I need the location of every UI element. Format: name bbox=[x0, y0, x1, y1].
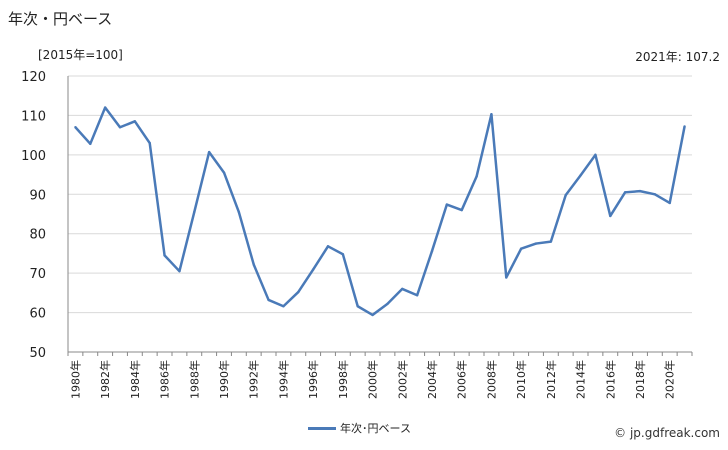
data-point bbox=[386, 302, 389, 306]
data-point bbox=[594, 153, 597, 157]
series-line bbox=[74, 106, 686, 317]
data-point bbox=[282, 305, 285, 308]
data-point bbox=[267, 298, 270, 302]
data-point bbox=[638, 189, 642, 193]
x-tick-label: 1980年 bbox=[68, 360, 82, 399]
data-point bbox=[460, 208, 463, 212]
data-point bbox=[222, 171, 226, 174]
y-tick-label: 80 bbox=[29, 228, 46, 243]
data-point bbox=[356, 305, 359, 308]
data-point bbox=[297, 290, 300, 294]
x-tick-label: 1994年 bbox=[276, 360, 290, 399]
data-point bbox=[193, 210, 196, 214]
x-tick-label: 2016年 bbox=[603, 360, 617, 399]
y-tick-label: 120 bbox=[21, 70, 46, 85]
data-point bbox=[609, 214, 612, 218]
data-point bbox=[519, 247, 523, 250]
y-tick-label: 50 bbox=[29, 346, 46, 361]
data-point bbox=[623, 191, 627, 194]
y-tick-label: 110 bbox=[21, 109, 46, 124]
x-tick-label: 1998年 bbox=[336, 360, 350, 399]
x-tick-label: 2012年 bbox=[544, 360, 558, 399]
data-point bbox=[668, 201, 671, 205]
data-point bbox=[148, 141, 151, 145]
x-tick-label: 1988年 bbox=[187, 360, 201, 399]
data-point bbox=[683, 125, 686, 128]
chart-title: 年次・円ベース bbox=[8, 10, 113, 28]
x-tick-label: 2004年 bbox=[425, 360, 439, 399]
data-point bbox=[534, 242, 538, 245]
x-tick-label: 1986年 bbox=[158, 360, 172, 399]
x-tick-label: 1996年 bbox=[306, 360, 320, 399]
latest-value-label: 2021年: 107.2 bbox=[635, 50, 720, 64]
x-tick-label: 2010年 bbox=[514, 360, 528, 399]
x-tick-label: 1984年 bbox=[128, 360, 142, 399]
legend-label: 年次･円ベース bbox=[340, 422, 411, 435]
data-point bbox=[475, 175, 478, 178]
data-point bbox=[505, 276, 508, 279]
x-tick-label: 1982年 bbox=[98, 360, 112, 399]
data-point bbox=[133, 120, 137, 123]
y-tick-label: 100 bbox=[21, 149, 46, 164]
data-point bbox=[326, 245, 330, 248]
data-point bbox=[653, 193, 657, 196]
data-point bbox=[163, 254, 166, 257]
data-point bbox=[74, 126, 77, 129]
x-tick-label: 2008年 bbox=[484, 360, 498, 399]
x-tick-label: 1990年 bbox=[217, 360, 231, 399]
legend-swatch bbox=[308, 426, 336, 430]
x-tick-label: 2014年 bbox=[574, 360, 588, 399]
data-point bbox=[490, 113, 493, 116]
data-point bbox=[118, 126, 122, 129]
data-point bbox=[430, 249, 434, 253]
x-tick-label: 2006年 bbox=[455, 360, 469, 399]
unit-label: [2015年=100] bbox=[38, 48, 123, 62]
data-point bbox=[371, 313, 374, 317]
source-credit: © jp.gdfreak.com bbox=[614, 426, 720, 440]
y-tick-label: 60 bbox=[29, 307, 46, 322]
data-point bbox=[311, 268, 315, 271]
legend: 年次･円ベース bbox=[308, 420, 411, 436]
x-tick-label: 2002年 bbox=[395, 360, 409, 399]
data-point bbox=[564, 193, 567, 197]
data-point bbox=[579, 174, 582, 177]
data-point bbox=[178, 269, 181, 273]
data-point bbox=[445, 203, 449, 206]
data-point bbox=[341, 253, 345, 256]
data-point bbox=[237, 210, 241, 214]
x-tick-label: 2018年 bbox=[633, 360, 647, 399]
data-point bbox=[103, 106, 107, 109]
x-tick-label: 2000年 bbox=[366, 360, 380, 399]
y-tick-label: 70 bbox=[29, 267, 46, 282]
data-point bbox=[415, 294, 419, 297]
data-point bbox=[89, 142, 92, 146]
data-point bbox=[207, 150, 211, 154]
data-point bbox=[252, 263, 255, 266]
x-tick-label: 2020年 bbox=[663, 360, 677, 399]
y-tick-label: 90 bbox=[29, 188, 46, 203]
data-point bbox=[401, 287, 404, 291]
data-point bbox=[549, 240, 553, 243]
x-tick-label: 1992年 bbox=[247, 360, 261, 399]
